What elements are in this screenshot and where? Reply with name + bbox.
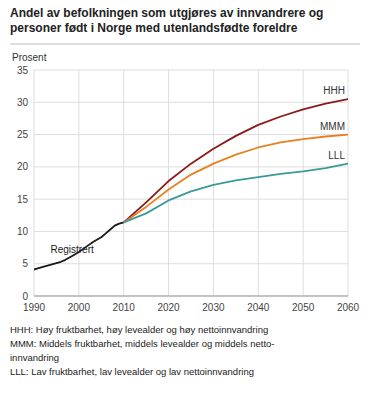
y-grid-line [34, 263, 348, 264]
x-grid-line [123, 70, 124, 296]
y-tick-label: 0 [22, 291, 28, 302]
series-label: HHH [323, 85, 345, 96]
footnote: innvandring [10, 352, 59, 363]
line-labels: Registrert HHH MMM LLL [50, 85, 345, 255]
x-tick-label: 1990 [23, 302, 46, 313]
x-grid-line [34, 70, 35, 296]
y-grid-line [34, 199, 348, 200]
x-grid-line [258, 70, 259, 296]
chart: Andel av befolkningen som utgjøres av in… [0, 0, 370, 395]
y-grid-line [34, 296, 348, 297]
x-tick-label: 2040 [247, 302, 270, 313]
x-tick-label: 2010 [113, 302, 136, 313]
y-tick-label: 35 [17, 65, 29, 76]
series-line [34, 222, 124, 269]
series-line [124, 164, 348, 223]
title: personer født i Norge med utenlandsfødte… [10, 21, 298, 35]
x-grid-line [213, 70, 214, 296]
x-tick-label: 2050 [292, 302, 315, 313]
grid [34, 70, 348, 296]
series-label: MMM [320, 121, 345, 132]
footnote: MMM: Middels fruktbarhet, middels leveal… [10, 338, 275, 349]
x-tick-label: 2030 [202, 302, 225, 313]
y-grid-line [34, 70, 348, 71]
lines [34, 99, 348, 269]
x-grid-line [348, 70, 349, 296]
y-grid-line [34, 102, 348, 103]
y-tick-label: 25 [17, 129, 29, 140]
footnote: LLL: Lav fruktbarhet, lav levealder og l… [10, 366, 254, 377]
y-grid-line [34, 166, 348, 167]
x-grid-line [78, 70, 79, 296]
x-axis-line [34, 296, 348, 297]
background [0, 0, 370, 395]
y-tick-label: 15 [17, 194, 29, 205]
y-tick-label: 10 [17, 226, 29, 237]
series-line [124, 99, 348, 222]
footnote: HHH: Høy fruktbarhet, høy levealder og h… [10, 324, 268, 335]
x-grid-line [168, 70, 169, 296]
x-tick-label: 2060 [337, 302, 360, 313]
x-tick-label: 2020 [157, 302, 180, 313]
y-tick-label: 30 [17, 97, 29, 108]
series-line [124, 135, 348, 223]
title: Andel av befolkningen som utgjøres av in… [10, 6, 323, 20]
series-label: LLL [328, 150, 345, 161]
x-grid-line [303, 70, 304, 296]
y-tick-label: 5 [22, 258, 28, 269]
y-axis-label: Prosent [12, 52, 47, 63]
y-grid-line [34, 134, 348, 135]
series-label: Registrert [50, 244, 94, 255]
y-tick-label: 20 [17, 161, 29, 172]
x-tick-label: 2000 [68, 302, 91, 313]
y-grid-line [34, 231, 348, 232]
separator [10, 44, 360, 45]
